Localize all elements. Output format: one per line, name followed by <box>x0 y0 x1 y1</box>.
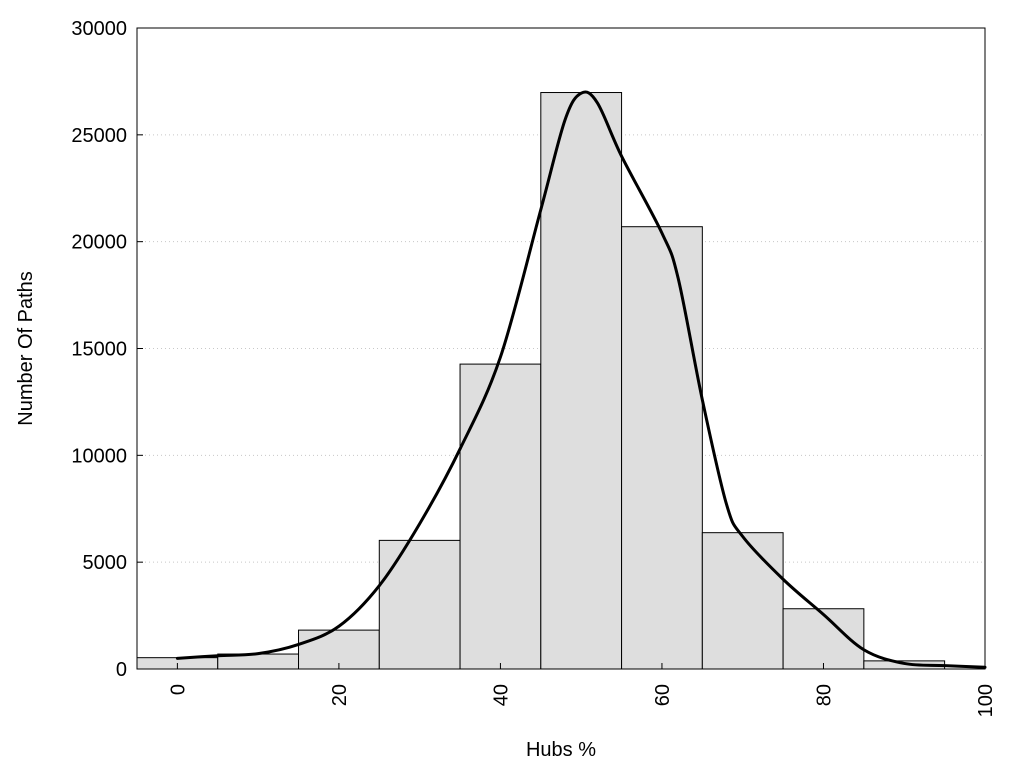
y-tick-label: 0 <box>116 659 127 681</box>
y-axis-title: Number Of Paths <box>15 271 37 426</box>
histogram-bar <box>701 532 784 670</box>
density-curve <box>175 90 987 669</box>
histogram-bar <box>378 539 461 670</box>
density-curve-layer <box>175 90 987 669</box>
y-tick-label: 30000 <box>71 18 127 40</box>
x-tick-label: 60 <box>652 684 674 706</box>
y-axis-ticks: 0 5000 10000 15000 20000 25000 30000 <box>71 18 143 681</box>
x-axis-title: Hubs % <box>526 739 596 761</box>
x-tick-label: 100 <box>975 684 997 717</box>
x-tick-label: 0 <box>167 684 189 695</box>
y-tick-label: 20000 <box>71 232 127 254</box>
x-axis-ticks: 0 20 40 60 80 100 <box>167 663 997 717</box>
x-tick-label: 20 <box>329 684 351 706</box>
y-tick-label: 15000 <box>71 339 127 361</box>
histogram-bars <box>136 92 946 670</box>
y-tick-label: 5000 <box>83 552 128 574</box>
y-tick-label: 25000 <box>71 125 127 147</box>
histogram-bar <box>298 629 380 670</box>
histogram-bar <box>459 363 542 670</box>
y-tick-label: 10000 <box>71 445 127 467</box>
x-tick-label: 80 <box>813 684 835 706</box>
x-tick-label: 40 <box>490 684 512 706</box>
histogram-bar <box>540 92 623 670</box>
histogram-bar <box>621 226 703 670</box>
